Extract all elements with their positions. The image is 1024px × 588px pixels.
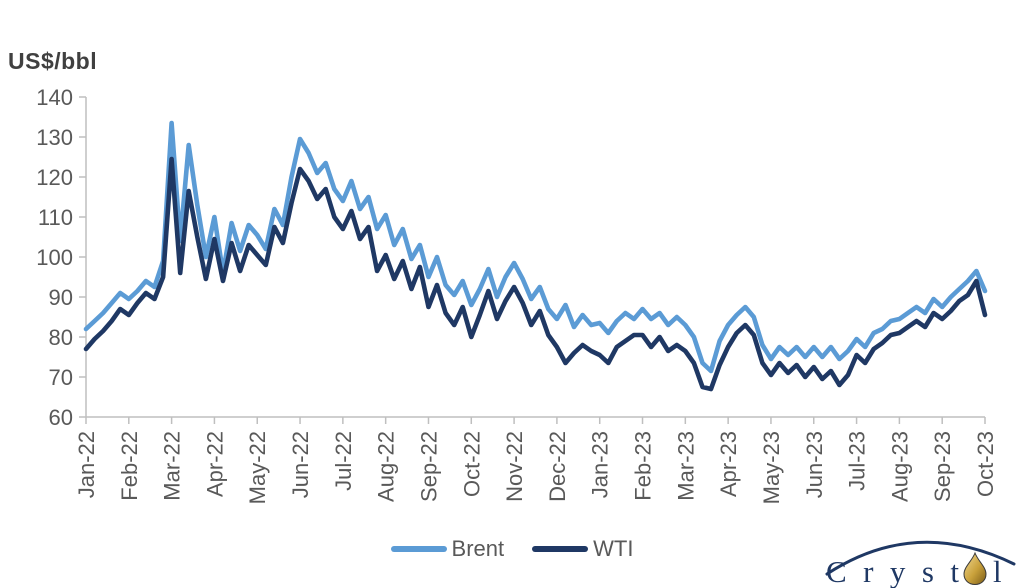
y-axis-label-100: 100 (36, 245, 73, 270)
x-axis-label-Sep-22: Sep-22 (416, 431, 441, 502)
crystol-logo-graphic: Cryst l (825, 540, 1016, 588)
x-axis-label-Oct-23: Oct-23 (973, 431, 998, 497)
x-axis-label-Aug-22: Aug-22 (374, 431, 399, 502)
y-axis-unit-label: US$/bbl (8, 48, 98, 74)
y-axis-label-70: 70 (49, 365, 73, 390)
wti-line-swatch (532, 546, 589, 552)
wti-price-line (83, 156, 988, 392)
y-axis-label-120: 120 (36, 165, 73, 190)
chart-legend: Brent WTI (0, 536, 1024, 562)
x-axis-label-Apr-22: Apr-22 (202, 431, 227, 497)
x-axis-label-Jan-23: Jan-23 (588, 431, 613, 498)
x-axis-label-Feb-22: Feb-22 (117, 431, 142, 501)
x-axis-label-May-22: May-22 (245, 431, 270, 504)
oil-drop-icon (963, 551, 987, 586)
x-axis-label-Sep-23: Sep-23 (930, 431, 955, 502)
crystol-logo: Cryst l (824, 524, 1018, 588)
logo-text-cryst: Cryst (826, 554, 960, 588)
x-axis-label-Jun-22: Jun-22 (288, 431, 313, 498)
x-axis-label-Jul-22: Jul-22 (331, 431, 356, 491)
legend-label-wti: WTI (593, 536, 634, 561)
legend-item-wti: WTI (532, 536, 633, 562)
y-axis-label-140: 140 (36, 85, 73, 110)
brent-line-swatch (390, 546, 447, 552)
x-axis-label-Apr-23: Apr-23 (716, 431, 741, 497)
y-axis-label-80: 80 (49, 325, 73, 350)
x-axis-label-Jun-23: Jun-23 (802, 431, 827, 498)
brent-price-line (83, 120, 988, 374)
x-axis-label-Aug-23: Aug-23 (887, 431, 912, 502)
x-axis-label-Jul-23: Jul-23 (845, 431, 870, 491)
x-axis-label-Jan-22: Jan-22 (74, 431, 99, 498)
y-axis-label-110: 110 (38, 205, 73, 230)
y-axis-label-130: 130 (36, 125, 73, 150)
x-axis-label-Mar-22: Mar-22 (160, 431, 185, 501)
legend-label-brent: Brent (451, 536, 505, 561)
legend-item-brent: Brent (390, 536, 505, 562)
x-axis-label-Feb-23: Feb-23 (631, 431, 656, 501)
y-axis-label-60: 60 (49, 405, 73, 430)
x-axis-label-Mar-23: Mar-23 (673, 431, 698, 501)
x-axis-label-Oct-22: Oct-22 (459, 431, 484, 497)
x-axis-label-Nov-22: Nov-22 (502, 431, 527, 502)
price-line-plot: 60 70 80 90 100 110 120 130 140 Jan-22 Feb-22 Mar-2… (36, 85, 998, 504)
logo-text-l: l (993, 554, 1003, 588)
logo-arc (825, 540, 1016, 576)
x-axis-label-May-23: May-23 (759, 431, 784, 504)
x-axis-label-Dec-22: Dec-22 (545, 431, 570, 502)
y-axis-label-90: 90 (49, 285, 73, 310)
